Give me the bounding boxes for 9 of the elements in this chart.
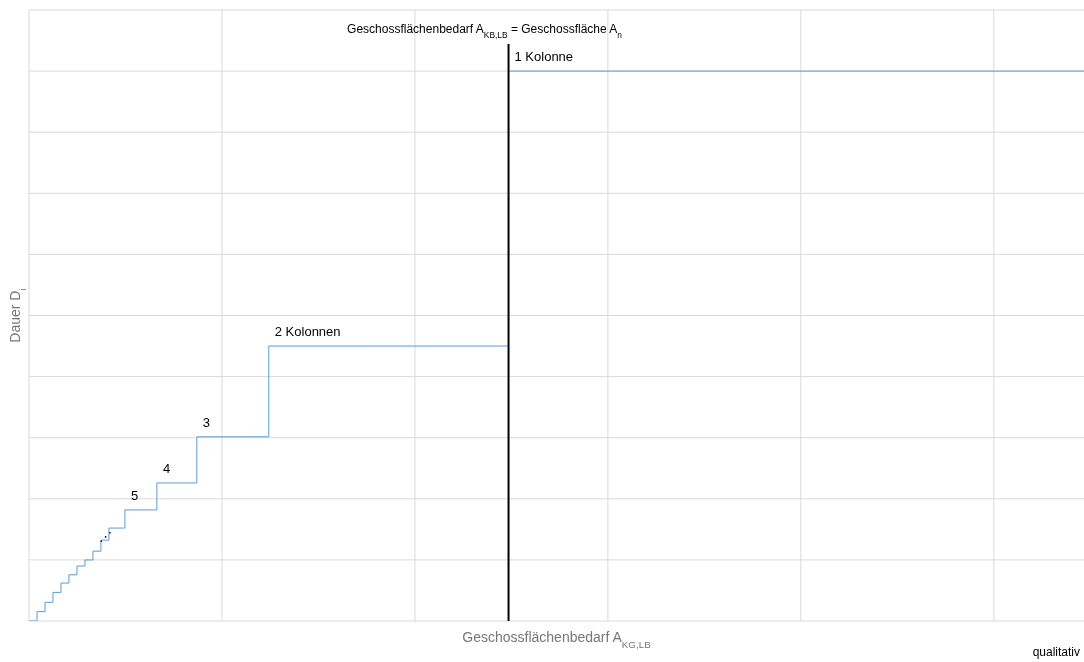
annotation: 5 (130, 487, 139, 503)
annotation: 3 (202, 414, 211, 430)
annotation: 1 Kolonne (514, 49, 574, 65)
text: qualitativ (1032, 645, 1080, 659)
text: Geschossflächenbedarf A$_{KB,LB}$ = Geschossfläche A$_{n}$ (347, 22, 623, 40)
annotation: 2 Kolonnen (274, 324, 341, 340)
x-axis-title: Geschossflächenbedarf A$_{KG,LB}$ (462, 629, 652, 650)
annotation: 4 (162, 460, 171, 476)
annotation: ⋰ (98, 529, 112, 545)
